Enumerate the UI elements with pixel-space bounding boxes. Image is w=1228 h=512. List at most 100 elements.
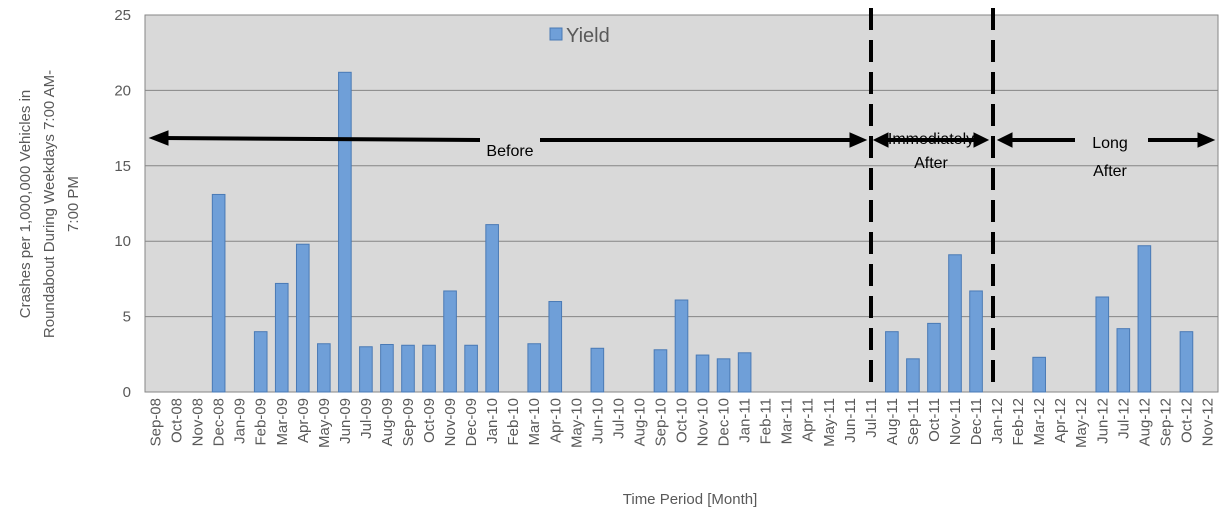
bar [590, 347, 605, 393]
x-tick-label: Jul-11 [863, 398, 880, 438]
bar [737, 352, 752, 393]
x-tick-label: Apr-09 [295, 398, 312, 443]
bar [527, 343, 542, 393]
x-tick-label: Dec-08 [211, 398, 228, 446]
marks: 0 5 10 15 20 25 Sep-08 Oct-08 Nov-08 Dec-08 Jan-09… [114, 7, 1218, 448]
x-tick-label: Jun-12 [1094, 398, 1111, 444]
y-axis-title: Crashes per 1,000,000 Vehicles in Rounda… [17, 70, 82, 338]
x-tick-label: Mar-09 [274, 398, 291, 446]
y-axis-title-line: 7:00 PM [65, 176, 82, 232]
x-tick-label: Jan-09 [232, 398, 249, 444]
x-tick-label: May-09 [316, 398, 333, 448]
y-tick-label: 0 [123, 384, 131, 401]
bar [274, 282, 289, 393]
y-tick-label: 20 [114, 82, 131, 99]
x-axis-title: Time Period [Month] [623, 491, 758, 508]
x-tick-label: Dec-09 [463, 398, 480, 446]
arrowhead [1197, 132, 1216, 148]
bar [906, 358, 920, 393]
arrowhead [849, 132, 868, 148]
x-tick-label: Aug-11 [884, 398, 901, 445]
bar [1137, 245, 1152, 393]
x-tick-label: Aug-10 [631, 398, 648, 446]
bar [253, 331, 268, 393]
x-tick-label: Oct-11 [926, 398, 943, 442]
bar [338, 71, 352, 393]
bar [1095, 296, 1110, 393]
y-tick-label: 15 [114, 158, 131, 175]
x-tick-label: Jan-10 [484, 398, 501, 444]
annotations [148, 8, 1216, 392]
bar [295, 243, 310, 393]
bar [1032, 356, 1046, 393]
annotation: After [914, 155, 948, 172]
bar [317, 343, 331, 393]
bar [1179, 331, 1194, 393]
x-tick-label: Jun-11 [842, 398, 859, 443]
bar [969, 290, 983, 393]
y-tick-label: 10 [114, 233, 131, 250]
x-tick-label: Oct-08 [169, 398, 186, 443]
x-tick-label: Sep-12 [1157, 398, 1174, 446]
x-tick-label: Apr-11 [800, 398, 817, 442]
arrowhead [872, 132, 889, 148]
annotation: Long [1092, 135, 1128, 152]
y-axis-title-line: Crashes per 1,000,000 Vehicles in [17, 90, 34, 318]
bar [948, 254, 962, 393]
x-tick-label: May-10 [568, 398, 585, 448]
x-tick-label: Apr-12 [1052, 398, 1069, 443]
x-tick-label: Sep-11 [905, 398, 922, 445]
x-tick-label: Mar-11 [779, 398, 796, 444]
x-tick-label: Nov-09 [442, 398, 459, 446]
bar [674, 299, 689, 393]
x-tick-label: Sep-09 [400, 398, 417, 446]
x-tick-label: Sep-10 [652, 398, 669, 446]
bar [359, 346, 373, 393]
y-tick-label: 5 [123, 309, 131, 326]
x-tick-label: May-12 [1073, 398, 1090, 448]
x-tick-label: Apr-10 [547, 398, 564, 443]
x-tick-label: Nov-10 [695, 398, 712, 446]
x-tick-label: Mar-12 [1031, 398, 1048, 446]
annotation: Immediately [888, 131, 974, 148]
x-tick-label: Feb-09 [253, 398, 270, 446]
annotation: Before [486, 143, 533, 160]
bar [211, 193, 226, 393]
y-tick-label: 25 [114, 7, 131, 24]
x-tick-label: Dec-10 [716, 398, 733, 446]
bar [716, 358, 731, 393]
bar [1116, 328, 1131, 393]
bar [401, 344, 415, 393]
x-tick-label: Aug-12 [1136, 398, 1153, 446]
x-tick-label: Aug-09 [379, 398, 396, 446]
annotation: After [1093, 163, 1127, 180]
legend-label: Yield [566, 25, 610, 47]
x-tick-label: Jun-09 [337, 398, 354, 444]
bar [885, 331, 899, 393]
x-tick-label: Feb-11 [758, 398, 775, 444]
x-tick-label: Oct-12 [1178, 398, 1195, 443]
x-tick-label: Feb-12 [1010, 398, 1027, 446]
bar [380, 343, 394, 393]
x-tick-label: Jul-12 [1115, 398, 1132, 439]
x-tick-label: Sep-08 [148, 398, 165, 446]
arrowhead [148, 130, 169, 146]
y-axis-title-line: Roundabout During Weekdays 7:00 AM- [41, 70, 58, 338]
bar [548, 301, 563, 393]
bar [422, 344, 436, 393]
bar [653, 349, 668, 393]
bar [695, 354, 710, 393]
x-tick-label: Oct-09 [421, 398, 438, 443]
bar [443, 290, 457, 393]
x-tick-label: May-11 [821, 398, 838, 447]
x-tick-label: Jan-12 [989, 398, 1006, 444]
legend-swatch [549, 27, 563, 41]
x-tick-label: Nov-08 [190, 398, 207, 446]
x-tick-label: Feb-10 [505, 398, 522, 446]
arrowhead [996, 132, 1013, 148]
x-tick-label: Jun-10 [589, 398, 606, 444]
x-tick-label: Nov-11 [947, 398, 964, 445]
x-tick-label: Jan-11 [737, 398, 754, 443]
x-tick-label: Oct-10 [674, 398, 691, 443]
